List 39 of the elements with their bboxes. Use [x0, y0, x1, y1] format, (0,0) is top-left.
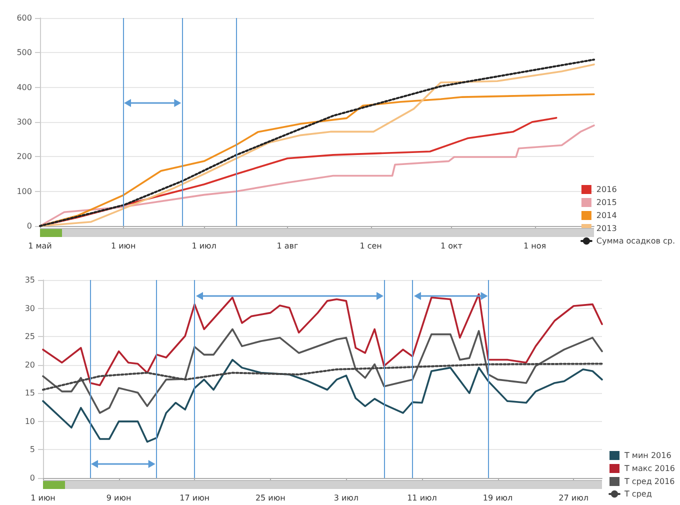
x-tick-label: 25 июн — [255, 494, 286, 502]
y-tick-label: 100 — [16, 186, 32, 196]
legend-label: 2014 — [596, 211, 617, 220]
x-tick-label: 1 сен — [360, 242, 382, 250]
y-tick-label: 35 — [24, 276, 35, 284]
x-tick-label: 1 авг — [276, 242, 298, 250]
x-tick-label: 11 июл — [407, 494, 437, 502]
x-tick-label: 17 июн — [180, 494, 210, 502]
legend-label: T макс 2016 — [624, 464, 675, 473]
y-tick-label: 25 — [24, 332, 35, 342]
x-tick-label: 1 июн — [110, 242, 136, 250]
legend-label: T мин 2016 — [624, 451, 672, 460]
y-tick-label: 10 — [24, 416, 35, 426]
x-tick-label: 19 июл — [482, 494, 513, 502]
legend-label: 2016 — [596, 185, 617, 194]
y-tick-label: 5 — [30, 445, 35, 454]
legend-label: 2015 — [596, 198, 617, 207]
legend-label: 2013 — [596, 224, 617, 233]
y-tick-label: 0 — [30, 474, 35, 482]
legend-label: Сумма осадков ср. — [596, 236, 676, 246]
x-tick-label: 3 июл — [334, 494, 359, 502]
legend-label: T сред — [624, 490, 652, 498]
legend-label: T сред 2016 — [624, 477, 675, 486]
y-tick-label: 400 — [16, 82, 32, 92]
y-tick-label: 600 — [16, 14, 32, 22]
y-tick-label: 30 — [24, 304, 35, 313]
y-tick-label: 20 — [24, 360, 35, 370]
y-tick-label: 300 — [16, 118, 32, 126]
y-tick-label: 200 — [16, 152, 32, 162]
x-tick-label: 27 июл — [558, 494, 588, 502]
x-tick-label: 9 июн — [106, 494, 132, 502]
x-tick-label: 1 июн — [30, 494, 56, 502]
x-tick-label: 1 июл — [192, 242, 216, 250]
x-tick-label: 1 ноя — [524, 242, 546, 250]
y-tick-label: 500 — [16, 48, 32, 58]
x-tick-label: 1 окт — [440, 242, 463, 250]
y-tick-label: 0 — [26, 222, 32, 230]
y-tick-label: 15 — [24, 388, 35, 398]
x-tick-label: 1 май — [28, 242, 52, 250]
